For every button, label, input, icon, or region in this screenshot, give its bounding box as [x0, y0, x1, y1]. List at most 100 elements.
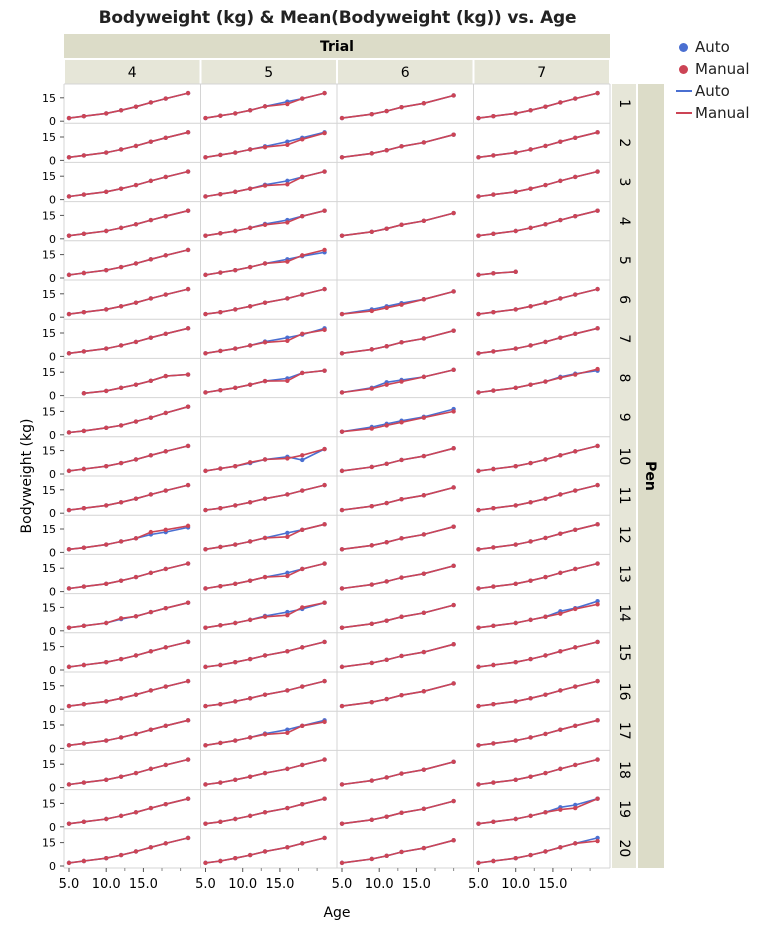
y-tick-label: 0: [49, 664, 56, 677]
manual-5-10-point: [285, 456, 290, 461]
x-tick-label: 5.0: [468, 877, 489, 892]
trial-4-header: [65, 60, 200, 84]
manual-5-14-point: [300, 605, 305, 610]
manual-7-6-point: [573, 292, 578, 297]
manual-4-14-point: [104, 620, 109, 626]
manual-7-2-point: [491, 153, 496, 158]
manual-7-2-point: [476, 155, 481, 160]
manual-7-6-point: [476, 311, 481, 317]
manual-5-1-point: [262, 104, 268, 109]
manual-4-17-point: [148, 727, 154, 732]
manual-6-14-point: [384, 618, 389, 623]
y-tick-label: 15: [42, 209, 56, 222]
manual-5-3-point: [262, 183, 268, 188]
manual-6-13-point: [451, 563, 456, 569]
manual-5-13-point: [285, 573, 290, 579]
manual-7-3-point: [476, 194, 481, 199]
auto-7-20-point: [595, 835, 600, 841]
manual-4-6-point: [133, 300, 139, 305]
manual-4-11-point: [185, 482, 191, 488]
manual-7-15-point: [528, 656, 533, 662]
pen-11-label: 11: [616, 487, 632, 505]
manual-7-14-point: [543, 614, 548, 619]
manual-5-7-point: [300, 331, 305, 336]
manual-7-16-point: [491, 702, 496, 707]
manual-4-12-point: [185, 523, 191, 529]
manual-6-1-point: [421, 101, 427, 106]
manual-6-20-point: [451, 838, 456, 843]
manual-6-20-point: [339, 860, 345, 866]
y-tick-label: 0: [49, 546, 56, 559]
manual-7-3-line: [478, 170, 598, 198]
manual-6-10-point: [369, 464, 374, 470]
x-tick-label: 10.0: [228, 877, 257, 892]
manual-5-13-point: [218, 583, 223, 589]
auto-6-14-line: [341, 604, 454, 629]
manual-5-4-point: [285, 220, 290, 225]
manual-4-2-point: [133, 143, 139, 149]
manual-4-7-point: [81, 349, 87, 354]
manual-7-1-point: [573, 96, 578, 101]
manual-7-6-point: [543, 300, 548, 305]
x-tick-label: 5.0: [195, 877, 216, 892]
manual-5-7-point: [262, 340, 268, 345]
manual-7-17-line: [478, 719, 598, 747]
y-tick-label: 0: [49, 586, 56, 599]
manual-7-19-point: [491, 819, 496, 825]
manual-7-20-point: [543, 849, 548, 854]
manual-7-2-point: [513, 150, 518, 155]
manual-5-11-point: [203, 507, 208, 513]
manual-5-20-line: [205, 837, 325, 864]
y-tick-label: 0: [49, 429, 56, 442]
manual-5-17-point: [262, 732, 268, 737]
manual-6-15-point: [339, 664, 345, 670]
auto-5-3-point: [285, 178, 290, 184]
manual-5-12-point: [285, 534, 290, 539]
manual-7-2-point: [573, 135, 578, 140]
manual-5-6-point: [300, 292, 305, 297]
manual-4-2-point: [104, 150, 109, 155]
manual-7-4-point: [476, 233, 481, 238]
manual-5-1-point: [247, 108, 253, 113]
manual-7-15-line: [478, 641, 598, 668]
manual-4-8-point: [163, 373, 168, 379]
manual-5-10-point: [247, 460, 253, 465]
manual-5-19-point: [285, 805, 290, 811]
pen-2-label: 2: [616, 138, 632, 147]
manual-7-17-point: [543, 731, 548, 737]
manual-4-19-point: [163, 801, 168, 807]
manual-7-3-point: [543, 182, 548, 188]
manual-5-17-point: [285, 730, 290, 735]
manual-5-4-point: [233, 228, 238, 234]
manual-7-19-point: [573, 805, 578, 811]
auto-5-10-point: [300, 457, 305, 463]
manual-6-15-point: [451, 642, 456, 647]
manual-4-19-point: [66, 821, 72, 826]
manual-7-4-point: [543, 222, 548, 227]
manual-5-2-point: [285, 142, 290, 147]
trial-5-header: [201, 60, 336, 84]
manual-5-18-point: [203, 782, 208, 787]
manual-4-18-point: [185, 757, 191, 762]
manual-6-13-point: [339, 586, 345, 591]
manual-5-17-line: [205, 721, 325, 747]
manual-5-15-point: [203, 664, 208, 670]
manual-7-20-point: [573, 841, 578, 846]
manual-4-3-point: [163, 174, 168, 180]
manual-6-19-point: [384, 814, 389, 819]
manual-7-14-point: [558, 611, 563, 616]
auto-5-12-point: [285, 530, 290, 536]
manual-7-4-line: [478, 209, 598, 237]
manual-4-12-point: [133, 536, 139, 541]
manual-5-14-point: [262, 614, 268, 619]
trial-5-label: 5: [264, 65, 273, 81]
manual-7-11-point: [513, 503, 518, 508]
manual-4-7-line: [68, 327, 189, 355]
manual-7-7-point: [573, 331, 578, 336]
manual-7-20-line: [478, 840, 598, 864]
manual-5-15-point: [233, 660, 238, 665]
manual-7-18-point: [528, 774, 533, 779]
manual-4-18-point: [66, 782, 72, 787]
manual-6-4-point: [369, 229, 374, 234]
